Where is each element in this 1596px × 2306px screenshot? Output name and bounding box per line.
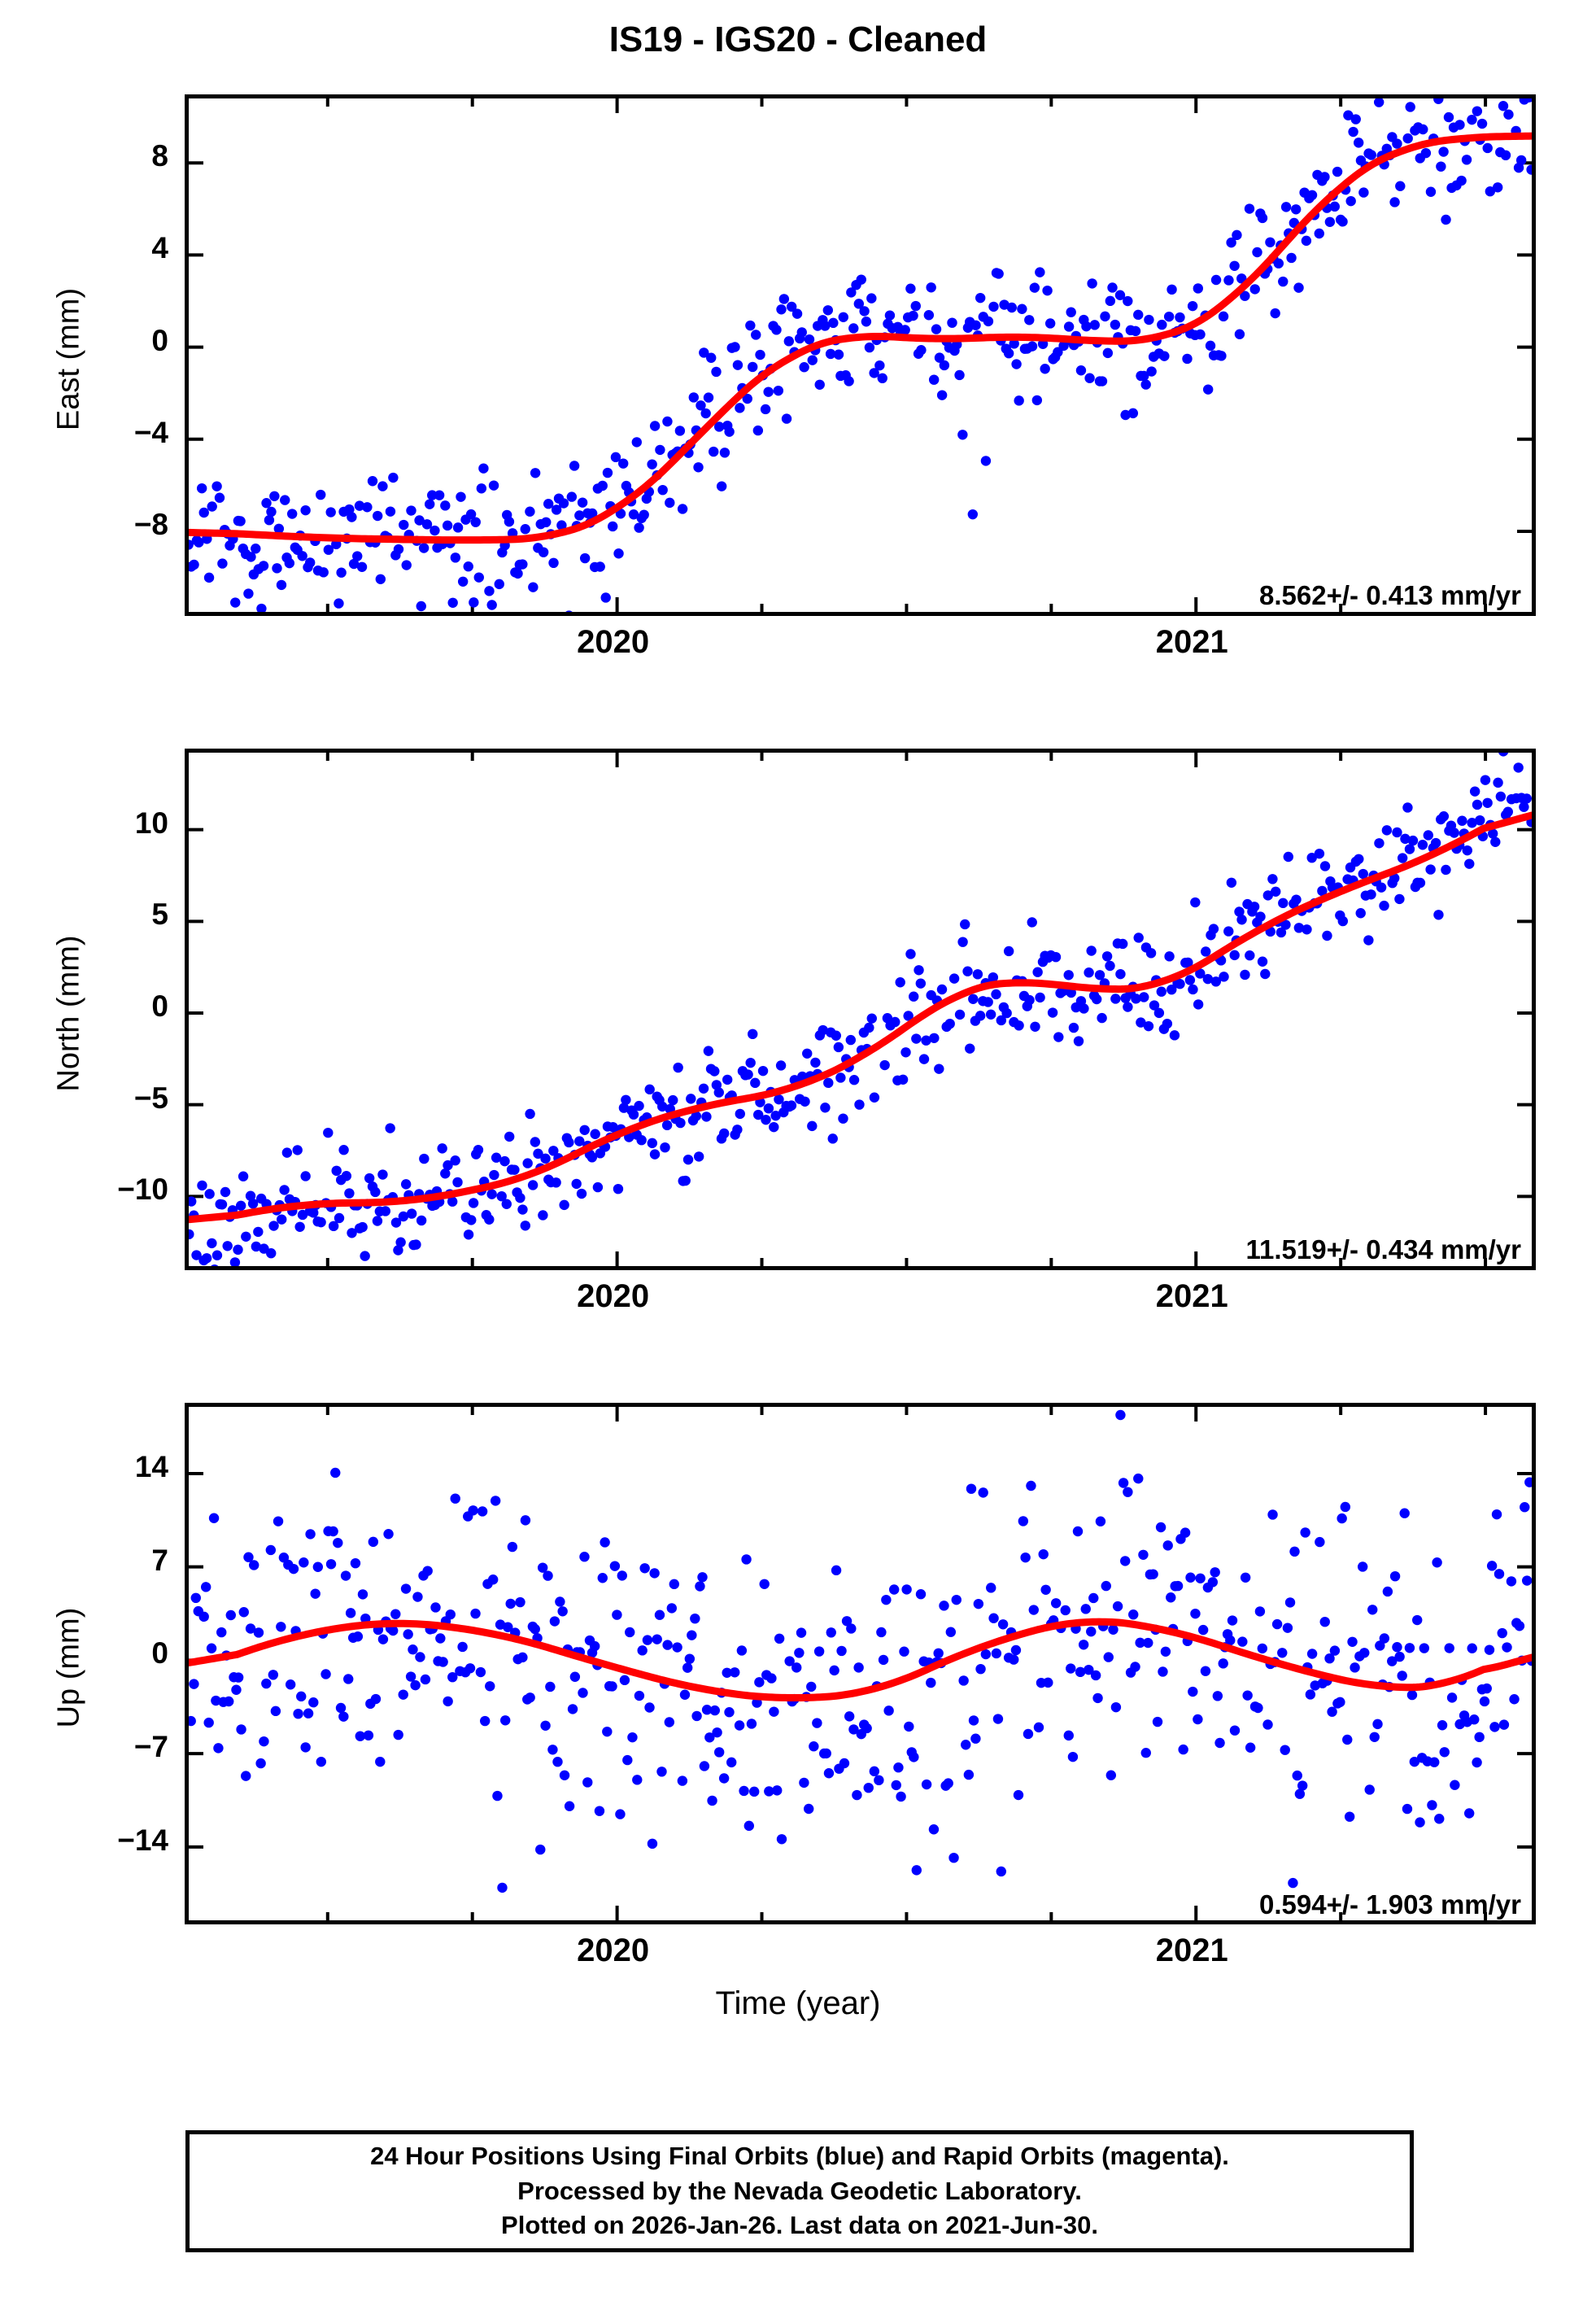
ytick-label-east-2: 0 [151,323,168,357]
figure-title: IS19 - IGS20 - Cleaned [608,20,988,59]
tick-marks [189,753,1532,1266]
ytick-label-up-1: 7 [151,1543,168,1577]
xtick-label-north-1: 2021 [1155,1278,1228,1314]
ytick-label-up-0: 14 [134,1449,168,1483]
fit-curve-up [189,1618,1532,1702]
fit-curve-north [189,811,1532,1224]
ytick-label-east-0: 8 [151,139,168,173]
plot-area-north[interactable] [185,749,1536,1270]
plot-canvas-east [189,98,1532,612]
ytick-label-north-0: 10 [134,806,168,840]
ytick-label-up-2: 0 [151,1636,168,1671]
plot-canvas-up [189,1407,1532,1920]
ytick-label-east-1: 4 [151,231,168,265]
ytick-label-east-3: −4 [133,415,168,449]
xtick-label-east-1: 2021 [1155,624,1228,660]
plot-area-east[interactable] [185,94,1536,616]
data-points-up [189,1409,1532,1893]
plot-area-up[interactable] [185,1403,1536,1924]
ytick-label-north-3: −5 [133,1081,168,1115]
caption-box: 24 Hour Positions Using Final Orbits (bl… [185,2130,1414,2252]
axis-title-time: Time (year) [715,1985,881,2021]
ytick-label-north-1: 5 [151,898,168,932]
tick-marks [189,1407,1532,1920]
ytick-label-east-4: −8 [133,507,168,541]
ytick-label-up-4: −14 [117,1823,168,1857]
caption-line-2: Processed by the Nevada Geodetic Laborat… [517,2176,1082,2205]
xtick-label-north-0: 2020 [577,1278,650,1314]
ytick-label-north-4: −10 [117,1173,168,1207]
rate-label-east: 8.562+/- 0.413 mm/yr [1259,580,1521,610]
xtick-label-up-1: 2021 [1155,1933,1228,1968]
xtick-label-up-0: 2020 [577,1933,650,1968]
data-points-east [189,98,1532,612]
caption-line-3: Plotted on 2026-Jan-26. Last data on 202… [501,2211,1098,2240]
ytick-label-north-2: 0 [151,989,168,1023]
xtick-label-east-0: 2020 [577,624,650,660]
ytick-label-up-3: −7 [133,1730,168,1764]
fit-curve-east [189,132,1532,544]
data-points-north [189,753,1532,1266]
rate-label-up: 0.594+/- 1.903 mm/yr [1259,1889,1521,1919]
plot-canvas-north [189,753,1532,1266]
caption-line-1: 24 Hour Positions Using Final Orbits (bl… [370,2141,1229,2170]
rate-label-north: 11.519+/- 0.434 mm/yr [1245,1234,1521,1264]
